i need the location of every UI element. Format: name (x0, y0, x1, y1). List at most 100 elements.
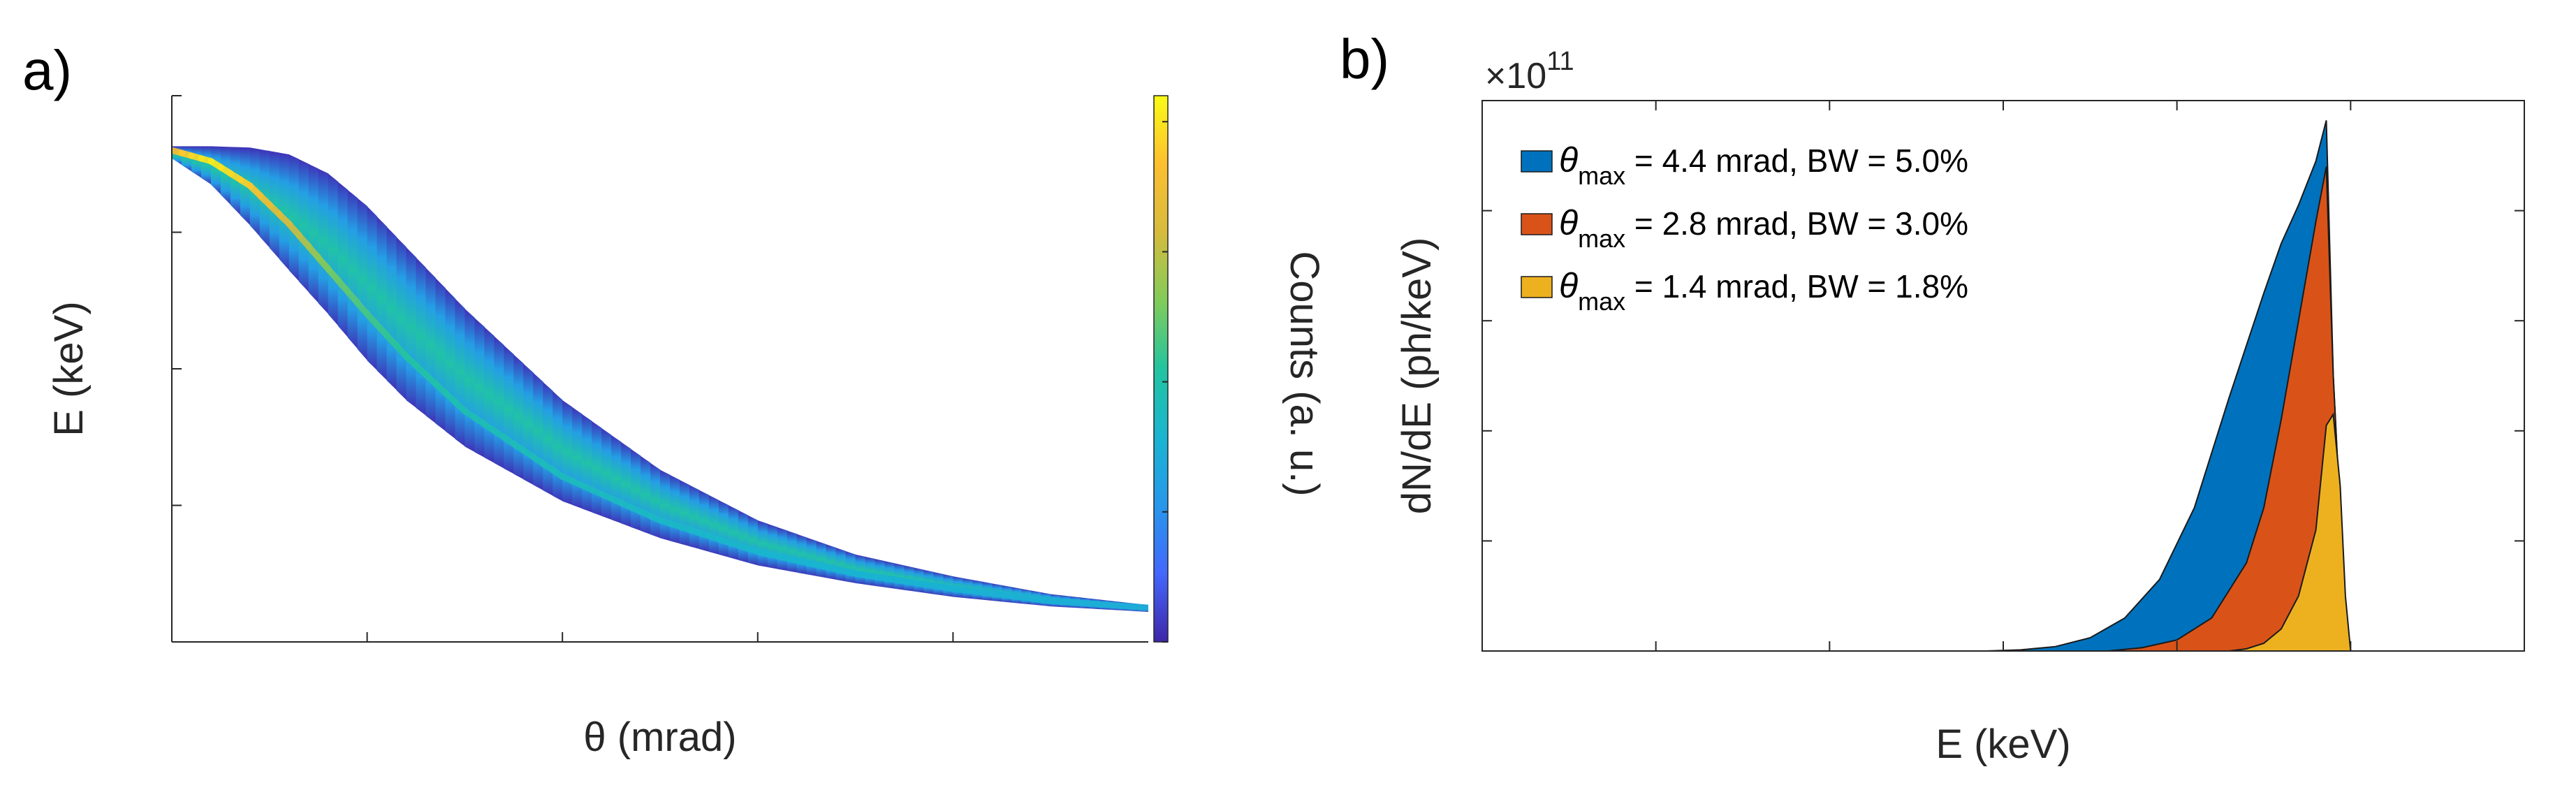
heatmap-cell (200, 146, 212, 185)
heatmap (172, 146, 1148, 612)
heatmap-cell (318, 168, 329, 314)
colorbar (1153, 95, 1169, 643)
panel-b-axes (1481, 100, 2525, 652)
heatmap-cell (718, 500, 729, 557)
heatmap-cell (288, 154, 300, 281)
heatmap-cell (669, 474, 680, 544)
heatmap-cell (601, 427, 612, 520)
legend-swatch-3 (1521, 276, 1553, 298)
legend-entry-symbol: θ (1559, 203, 1578, 242)
heatmap-cell (269, 151, 280, 260)
legend-entry-subscript: max (1578, 161, 1625, 190)
heatmap-cell (484, 327, 495, 463)
heatmap-cell (543, 381, 553, 496)
heatmap-cell (621, 441, 631, 527)
heatmap-cell (747, 515, 759, 566)
heatmap-cell (650, 462, 661, 539)
heatmap-cell (357, 198, 368, 361)
legend-entry-text: = 2.8 mrad, BW = 3.0% (1625, 205, 1968, 242)
heatmap-cell (738, 510, 749, 563)
panel-a-x-axis-label: θ (mrad) (583, 715, 736, 760)
heatmap-cell (865, 557, 876, 586)
heatmap-cell (826, 544, 837, 580)
heatmap-cell (347, 189, 358, 349)
heatmap-cell (796, 534, 807, 575)
heatmap-cell (308, 163, 319, 304)
heatmap-cell (504, 345, 514, 474)
heatmap-cell (757, 520, 768, 568)
panel-b-y-axis-label: dN/dE (ph/keV) (1394, 237, 1440, 515)
panel-a-label: a) (22, 39, 72, 101)
panel-a-y-axis-label: E (keV) (46, 301, 92, 436)
heatmap-cell (416, 257, 427, 416)
heatmap-cell (445, 288, 456, 439)
heatmap-cell (806, 537, 817, 576)
legend-entry-symbol: θ (1559, 266, 1578, 305)
heatmap-cell (835, 548, 847, 582)
heatmap-cell (533, 372, 543, 490)
heatmap-cell (611, 434, 622, 524)
legend-entry-symbol: θ (1559, 140, 1578, 180)
legend-swatch-1 (1521, 150, 1553, 173)
heatmap-cell (220, 146, 231, 205)
heatmap-cell (641, 455, 651, 535)
heatmap-cell (464, 308, 475, 453)
heatmap-cell (298, 159, 309, 293)
heatmap-cell (592, 420, 602, 516)
heatmap-cell (874, 559, 886, 587)
heatmap-cell (562, 400, 573, 505)
heatmap-cell (523, 363, 534, 485)
legend-entry-2: θmax = 2.8 mrad, BW = 3.0% (1559, 203, 1968, 253)
heatmap-cell (328, 173, 339, 326)
heatmap-cell (279, 152, 290, 271)
heatmap-cell (376, 217, 388, 381)
heatmap-cell (777, 527, 788, 571)
panel-a-axes (171, 95, 1148, 643)
heatmap-cell (786, 530, 798, 573)
heatmap-cell (767, 523, 778, 569)
panel-b-x-axis-label: E (keV) (1935, 722, 2070, 767)
heatmap-cell (210, 146, 221, 195)
panel-b-label: b) (1340, 28, 1389, 90)
heatmap-cell (425, 268, 437, 424)
panel-b-plot-background (1482, 101, 2524, 651)
legend: θmax = 4.4 mrad, BW = 5.0%θmax = 2.8 mra… (1521, 140, 1968, 316)
legend-swatch-2 (1521, 213, 1553, 235)
area-series-3 (2229, 412, 2352, 652)
heatmap-cell (728, 505, 739, 560)
heatmap-cell (396, 237, 407, 400)
legend-entry-text: = 4.4 mrad, BW = 5.0% (1625, 142, 1968, 179)
legend-entry-1: θmax = 4.4 mrad, BW = 5.0% (1559, 140, 1968, 190)
heatmap-cell (845, 550, 856, 583)
heatmap-cell (631, 448, 641, 531)
y-multiplier: ×1011 (1485, 47, 1574, 96)
heatmap-cell (406, 247, 417, 409)
legend-entry-subscript: max (1578, 287, 1625, 316)
heatmap-cell (474, 318, 485, 458)
heatmap-cell (855, 554, 866, 585)
legend-entry-subscript: max (1578, 224, 1625, 253)
heatmap-cell (337, 182, 349, 338)
legend-entry-text: = 1.4 mrad, BW = 1.8% (1625, 268, 1968, 305)
heatmap-cell (513, 354, 524, 480)
colorbar-bar (1153, 95, 1169, 643)
panel-a: a) θ (mrad) E (keV) Counts (a. u.) (22, 39, 1327, 760)
heatmap-cell (494, 336, 504, 469)
heatmap-cell (679, 480, 690, 547)
heatmap-cell (552, 390, 563, 502)
area-series (1986, 120, 2352, 652)
heatmap-cell (689, 485, 700, 550)
heatmap-cell (816, 541, 827, 578)
heatmap-cell (894, 563, 905, 590)
heatmap-cell (455, 298, 465, 447)
heatmap-cell (230, 147, 241, 216)
heatmap-ridge-segment (1135, 604, 1148, 611)
colorbar-label: Counts (a. u.) (1282, 251, 1327, 496)
heatmap-cell (435, 277, 446, 432)
heatmap-cell (698, 490, 710, 552)
heatmap-cell (708, 495, 719, 555)
heatmap-cell (572, 407, 583, 509)
heatmap-cell (367, 206, 378, 371)
panel-b: b) ×1011 E (keV) dN/dE (ph/keV) θmax = 4… (1340, 28, 2525, 767)
